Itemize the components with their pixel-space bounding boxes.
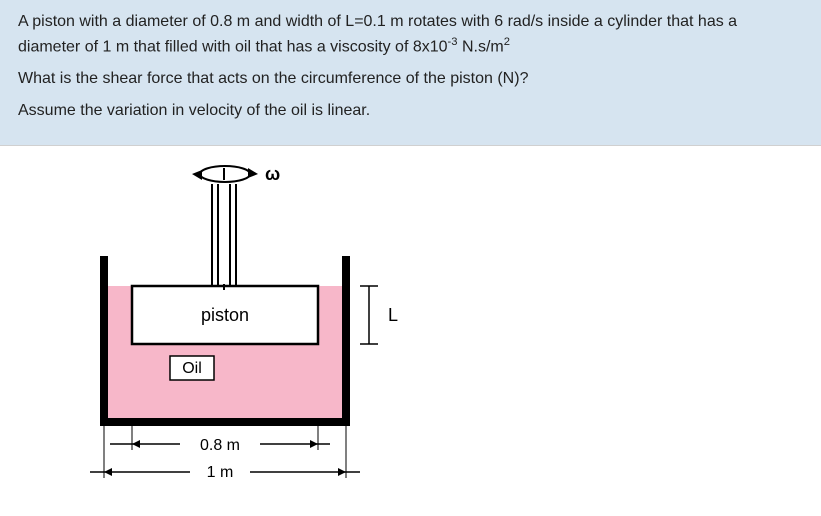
- q-text: diameter of 1 m that filled with oil tha…: [18, 38, 448, 55]
- q-unit: N.s/m: [458, 38, 504, 55]
- diagram-svg: ω piston Oil L: [60, 156, 460, 501]
- dim-cylinder-label: 1 m: [207, 464, 234, 481]
- shaft: [212, 184, 236, 286]
- question-panel: A piston with a diameter of 0.8 m and wi…: [0, 0, 821, 145]
- oil-label: Oil: [182, 360, 202, 377]
- L-label: L: [388, 305, 398, 325]
- omega-label: ω: [265, 164, 280, 184]
- piston-label: piston: [201, 305, 249, 325]
- q-text: A piston with a diameter of 0.8 m and wi…: [18, 13, 737, 30]
- q-exp2: 2: [504, 36, 510, 48]
- question-line-3: Assume the variation in velocity of the …: [18, 99, 803, 123]
- question-line-2: What is the shear force that acts on the…: [18, 67, 803, 91]
- q-exp: -3: [448, 36, 458, 48]
- rotation-arrow-icon: [192, 166, 258, 182]
- dimension-L: [360, 286, 378, 344]
- diagram-area: ω piston Oil L: [0, 145, 821, 505]
- question-line-1: A piston with a diameter of 0.8 m and wi…: [18, 10, 803, 59]
- dim-piston-label: 0.8 m: [200, 437, 240, 454]
